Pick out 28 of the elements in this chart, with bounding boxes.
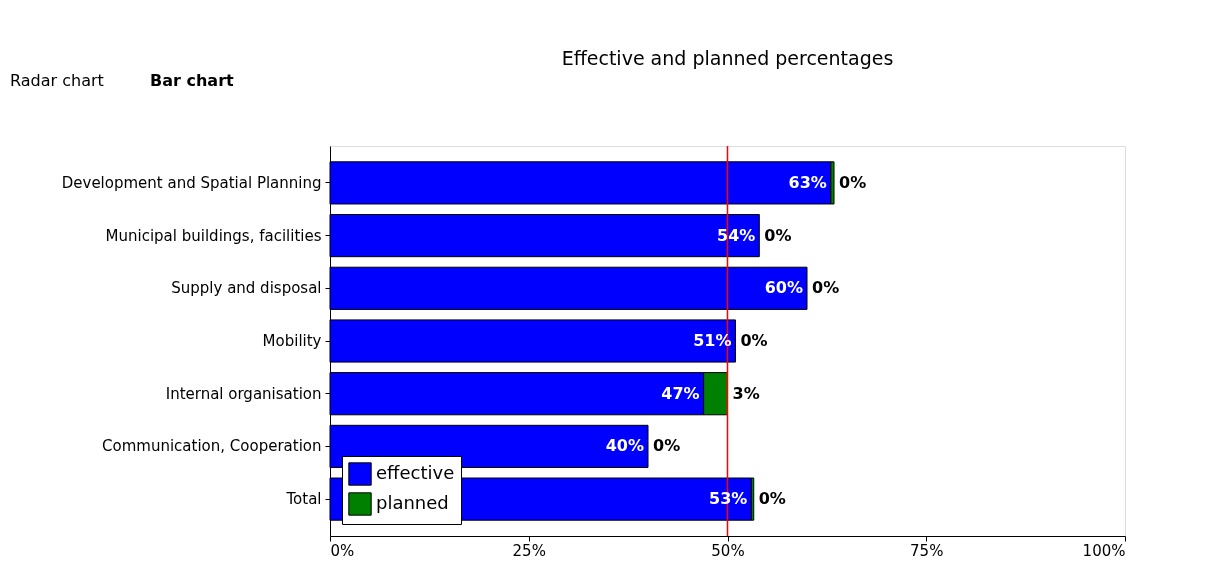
y-tick-label: Mobility (262, 332, 322, 350)
data-label: 63% (788, 172, 827, 192)
y-tick-label: Development and Spatial Planning (61, 173, 322, 192)
chart-title: Effective and planned percentages (561, 47, 894, 69)
data-label: 0% (839, 172, 867, 192)
y-tick-label: Internal organisation (165, 384, 322, 403)
data-label: 0% (758, 489, 786, 509)
y-tick-label: Supply and disposal (171, 279, 322, 298)
x-tick-label: 0% (330, 541, 355, 560)
legend-label: effective (376, 462, 455, 483)
x-tick-label: 100% (1082, 541, 1126, 560)
data-label: 0% (812, 278, 840, 298)
text: Bar chart (150, 71, 235, 90)
data-label: 47% (661, 383, 700, 403)
text: Radar chart (10, 71, 104, 90)
legend-label: planned (376, 492, 449, 513)
data-label: 3% (732, 383, 760, 403)
data-label: 40% (605, 436, 644, 456)
data-label: 60% (764, 278, 803, 298)
data-label: 0% (740, 331, 768, 350)
y-tick-label: Communication, Cooperation (102, 437, 322, 456)
x-tick-label: 75% (910, 541, 944, 560)
y-tick-label: Total (285, 490, 322, 509)
x-tick-label: 25% (512, 541, 546, 560)
x-tick-label: 50% (711, 541, 745, 560)
data-label: 0% (764, 225, 792, 245)
data-label: 0% (653, 436, 681, 456)
y-tick-label: Municipal buildings, facilities (105, 226, 322, 245)
